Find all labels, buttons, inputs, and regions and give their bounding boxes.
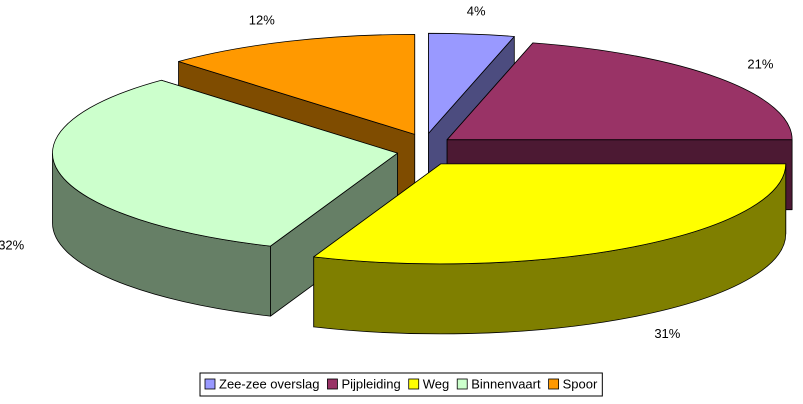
slice-top <box>446 42 793 141</box>
data-label: 12% <box>249 12 275 27</box>
legend-label: Binnenvaart <box>471 376 541 391</box>
legend-swatch <box>327 378 338 390</box>
data-label: 4% <box>467 4 486 19</box>
legend-box <box>199 372 603 397</box>
slice <box>313 163 787 335</box>
slice-top <box>428 32 515 134</box>
data-label: 32% <box>0 237 25 252</box>
legend-label: Spoor <box>563 376 598 391</box>
slice-top <box>313 163 787 265</box>
legend-swatch <box>548 378 560 390</box>
legend-label: Weg <box>423 376 450 391</box>
legend-swatch <box>204 378 216 390</box>
legend-swatch <box>408 378 420 390</box>
legend-swatch <box>456 378 468 390</box>
slice <box>52 79 398 317</box>
data-label: 31% <box>654 326 680 341</box>
data-label: 21% <box>747 56 773 71</box>
legend-label: Pijpleiding <box>341 376 400 391</box>
slice-top <box>52 79 398 247</box>
legend: Zee-zee overslag Pijpleiding Weg Binnenvaar… <box>199 372 603 397</box>
legend-label: Zee-zee overslag <box>219 376 319 391</box>
slice-top <box>178 33 416 135</box>
